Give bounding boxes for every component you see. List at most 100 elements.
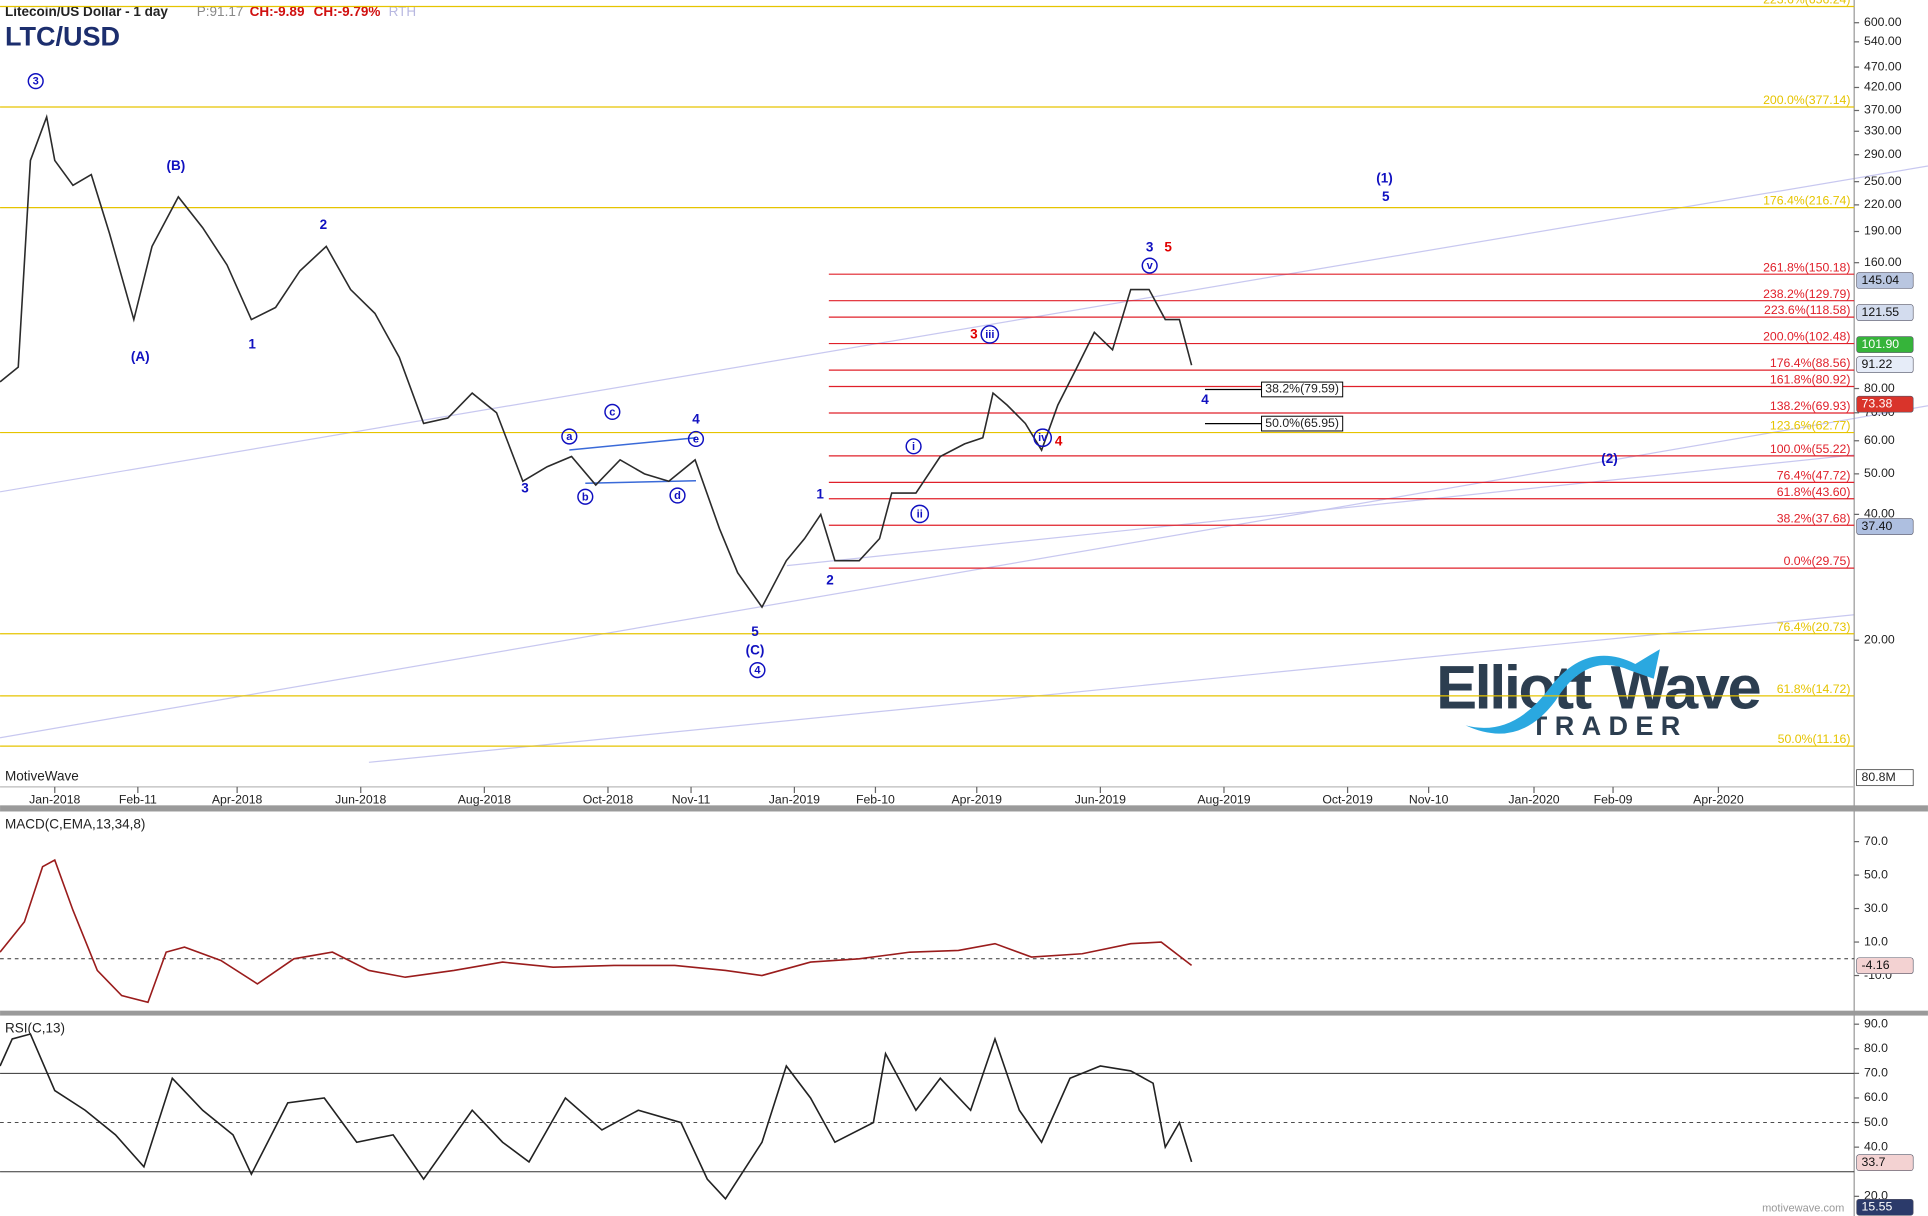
y-tick-label: 60.00 xyxy=(1864,433,1895,447)
y-tick-label: 540.00 xyxy=(1864,34,1902,48)
wave-label: e xyxy=(693,433,699,445)
fib-label: 0.0%(29.75) xyxy=(1784,554,1851,568)
y-tick-label: 330.00 xyxy=(1864,124,1902,138)
fib-label: 138.2%(69.93) xyxy=(1770,399,1851,413)
symbol: LTC/USD xyxy=(5,21,120,51)
series-line xyxy=(0,113,1193,609)
price-badge-label: 15.55 xyxy=(1862,1200,1893,1214)
y-tick-label: 40.0 xyxy=(1864,1139,1888,1153)
quote-price: P:91.17 xyxy=(197,4,244,19)
fib-label: 223.6%(118.58) xyxy=(1764,303,1850,317)
price-badge-label: 37.40 xyxy=(1862,519,1893,533)
panel-separator xyxy=(0,805,1928,812)
triangle-line xyxy=(569,436,697,451)
wave-label: (2) xyxy=(1601,451,1618,466)
panel-title: MACD(C,EMA,13,34,8) xyxy=(5,817,145,832)
y-tick-label: 10.0 xyxy=(1864,934,1888,948)
wave-circle xyxy=(604,403,621,421)
price-badge xyxy=(1856,957,1914,975)
fib-label: 223.6%(656.24) xyxy=(1763,0,1850,7)
wave-circle xyxy=(905,438,922,455)
x-tick-label: Feb-11 xyxy=(119,793,157,807)
wave-label: 4 xyxy=(754,665,761,677)
wave-circle xyxy=(1033,428,1053,448)
y-tick-label: 420.00 xyxy=(1864,80,1902,94)
series-line xyxy=(0,1033,1193,1201)
quote-change-pct: CH:-9.79% xyxy=(314,4,381,19)
trend-lines xyxy=(0,165,1928,763)
fib-label: 38.2%(37.68) xyxy=(1777,511,1851,525)
y-tick-label: 470.00 xyxy=(1864,59,1902,73)
y-tick-label: 600.00 xyxy=(1864,15,1902,29)
wave-label: iii xyxy=(985,329,994,341)
triangle-lines xyxy=(569,436,697,484)
y-tick-label: 30.0 xyxy=(1864,901,1888,915)
wave-label: d xyxy=(674,490,681,502)
x-tick-label: Aug-2018 xyxy=(458,793,511,807)
y-tick-label: 40.00 xyxy=(1864,507,1895,521)
y-tick-label: 60.0 xyxy=(1864,1090,1888,1104)
fib-label: 76.4%(47.72) xyxy=(1777,468,1851,482)
wave-label: 3 xyxy=(1146,239,1154,254)
y-tick-label: 160.00 xyxy=(1864,255,1902,269)
y-tick-label: 190.00 xyxy=(1864,224,1902,238)
panel-title: RSI(C,13) xyxy=(5,1021,65,1036)
y-tick-label: 70.0 xyxy=(1864,834,1888,848)
fib-label: 76.4%(20.73) xyxy=(1777,620,1851,634)
logo: Elliott Wave TRADER xyxy=(1436,649,1763,741)
volume-badge-label: 80.8M xyxy=(1862,770,1896,784)
wave-label: 2 xyxy=(320,217,328,232)
wave-label: 4 xyxy=(1201,392,1209,407)
wave-label: ii xyxy=(917,508,923,520)
wave-label: (A) xyxy=(131,349,150,364)
x-tick-label: Jan-2019 xyxy=(769,793,820,807)
price-badge xyxy=(1856,272,1914,289)
logo-word: TRADER xyxy=(1531,711,1688,741)
wave-label: 4 xyxy=(1055,434,1063,449)
projection-label: 50.0%(65.95) xyxy=(1265,416,1339,430)
fib-label: 50.0%(11.16) xyxy=(1778,732,1851,746)
panel-separator xyxy=(0,1010,1928,1016)
wave-label: b xyxy=(582,491,589,503)
price-badge-label: 33.7 xyxy=(1862,1155,1886,1169)
x-tick-label: Apr-2018 xyxy=(212,793,263,807)
y-tick-label: 70.0 xyxy=(1864,1066,1888,1080)
fib-label: 176.4%(216.74) xyxy=(1763,194,1850,208)
y-tick-label: 50.0 xyxy=(1864,1115,1888,1129)
x-tick-label: Jun-2019 xyxy=(1075,793,1126,807)
wave-label: 3 xyxy=(970,327,978,342)
wave-circle xyxy=(910,504,930,524)
chart-title: Litecoin/US Dollar - 1 day xyxy=(5,4,168,19)
wave-label: 4 xyxy=(692,411,700,426)
wave-circle xyxy=(577,488,594,505)
trend-line xyxy=(0,405,1928,739)
wave-label: i xyxy=(912,441,915,453)
wave-label: v xyxy=(1147,260,1154,272)
price-badge xyxy=(1856,518,1914,535)
wave-label: 2 xyxy=(826,573,834,588)
wave-circle xyxy=(669,487,686,504)
series-line xyxy=(0,858,1193,1004)
price-badge xyxy=(1856,395,1914,413)
x-tick-label: Oct-2018 xyxy=(583,793,634,807)
y-tick-label: 220.00 xyxy=(1864,197,1902,211)
wave-label: 1 xyxy=(248,336,256,351)
wave-label: (B) xyxy=(166,158,185,173)
price-badge xyxy=(1856,356,1914,374)
price-badge-label: 101.90 xyxy=(1862,337,1900,351)
x-tick-label: Feb-10 xyxy=(856,793,895,807)
price-badge-label: 121.55 xyxy=(1862,305,1900,319)
triangle-line xyxy=(585,480,696,484)
fib-label: 176.4%(88.56) xyxy=(1770,356,1851,370)
fib-label: 200.0%(102.48) xyxy=(1763,330,1850,344)
logo-word: Elliott xyxy=(1436,653,1591,722)
wave-label: a xyxy=(566,431,573,443)
projection-box xyxy=(1261,415,1344,432)
y-tick-label: 50.00 xyxy=(1864,466,1895,480)
wave-circle xyxy=(980,325,1000,344)
fib-label: 100.0%(55.22) xyxy=(1770,442,1851,456)
x-tick-label: Apr-2020 xyxy=(1693,793,1744,807)
y-tick-label: 290.00 xyxy=(1864,147,1902,161)
